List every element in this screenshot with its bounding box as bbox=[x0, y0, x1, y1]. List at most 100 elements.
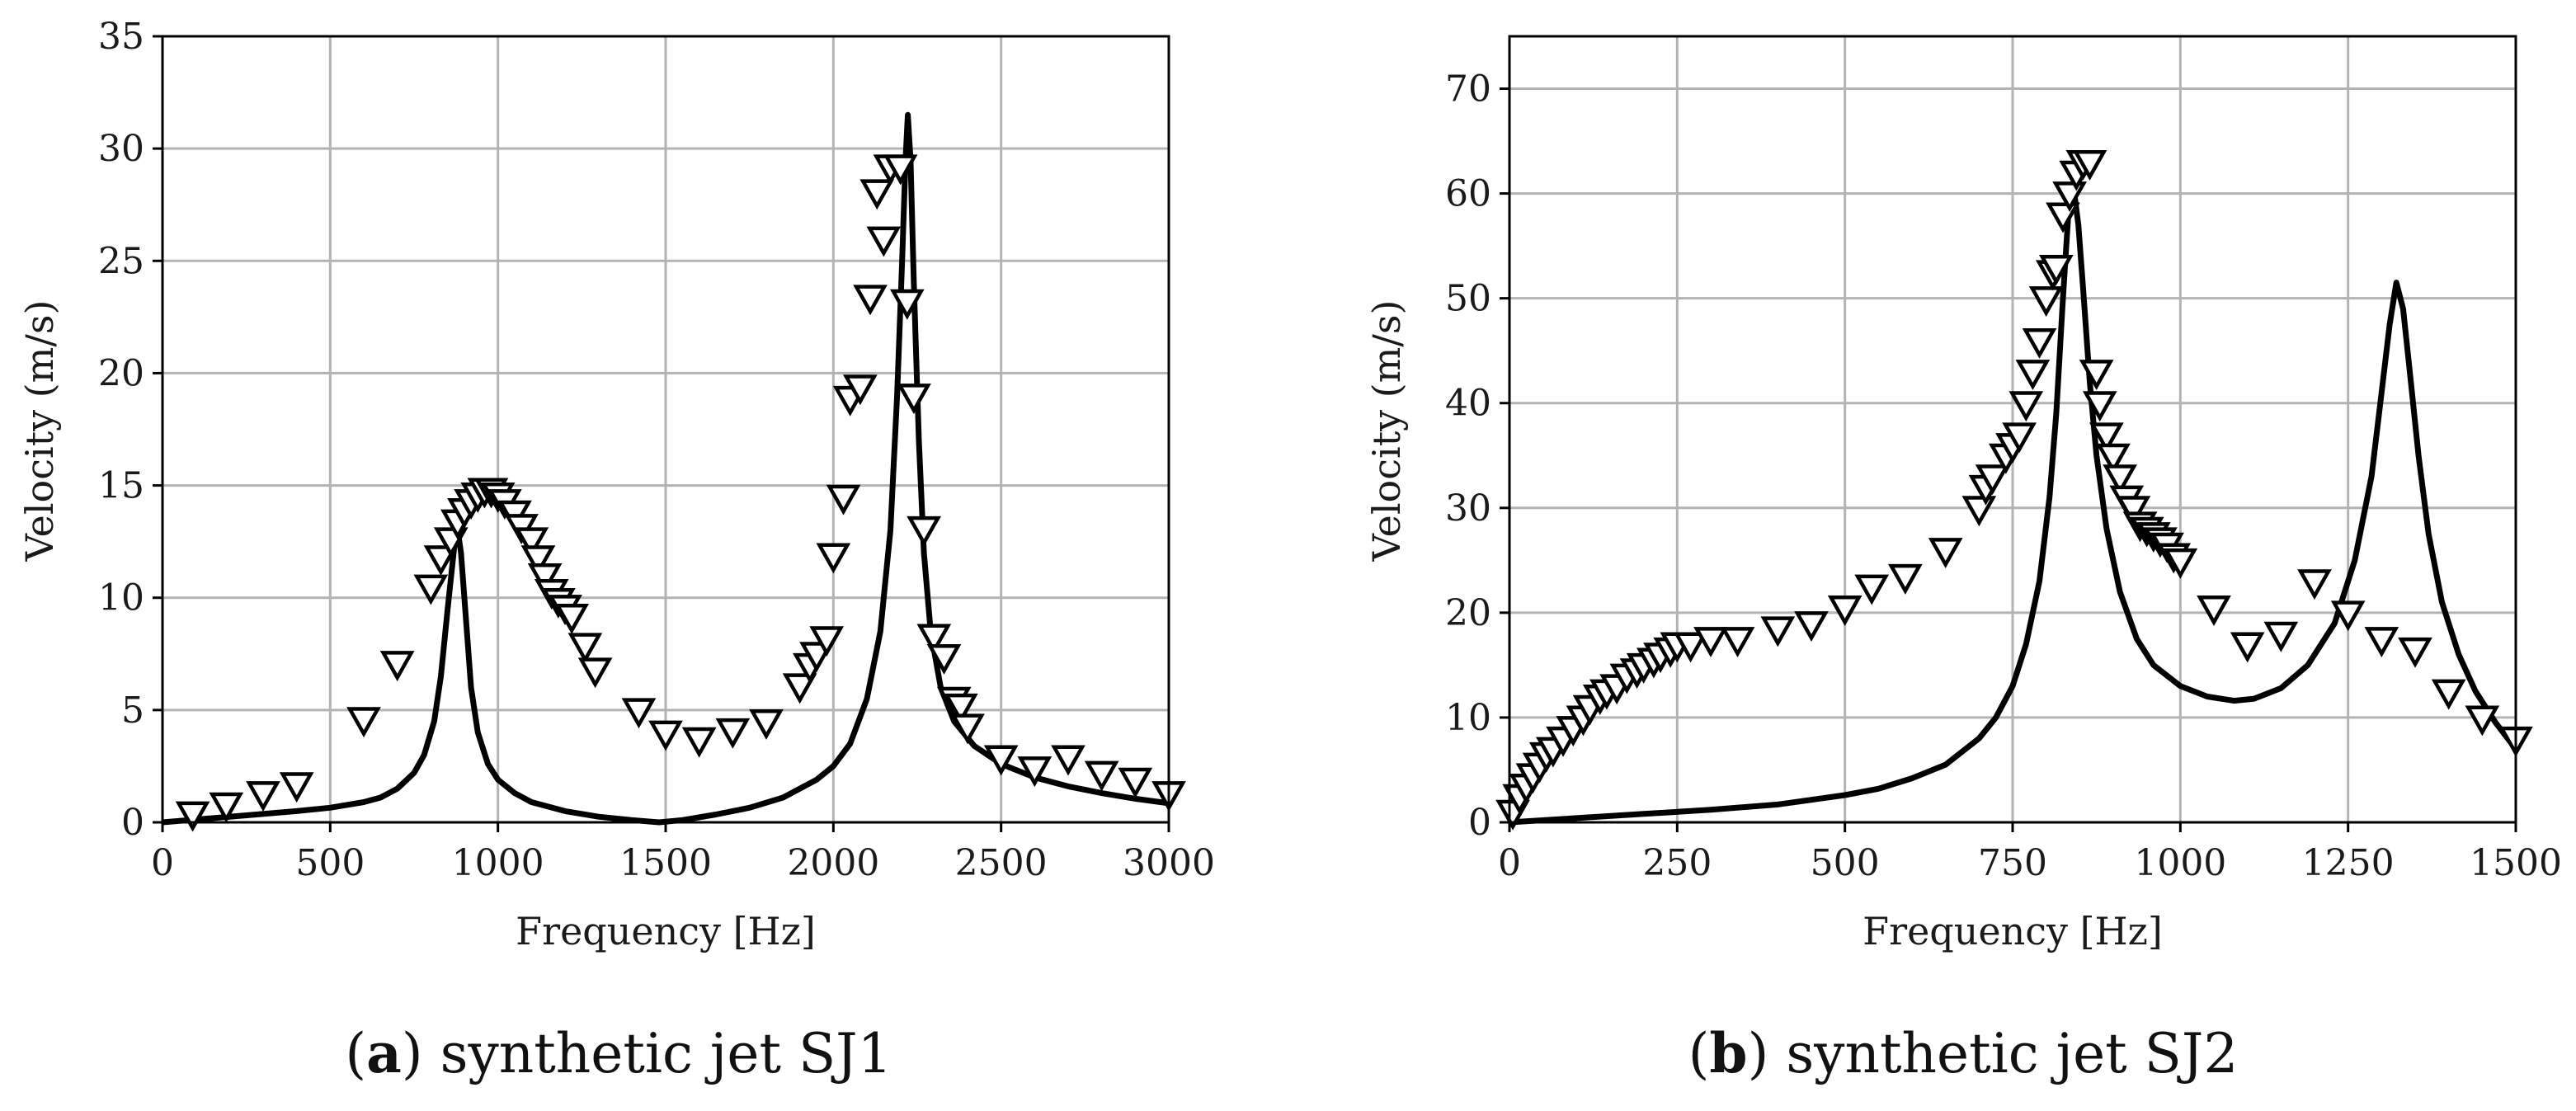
experiment-marker-a-3 bbox=[279, 772, 314, 803]
experiment-marker-a-37 bbox=[816, 543, 851, 574]
experiment-marker-b-32 bbox=[1975, 464, 2010, 496]
x-tick-label-a-2: 1000 bbox=[452, 842, 544, 884]
model-curve-b bbox=[1509, 180, 2518, 826]
x-tick-label-a-6: 3000 bbox=[1123, 842, 1215, 884]
x-tick-label-a-0: 0 bbox=[151, 842, 174, 884]
axes-border-b bbox=[1508, 35, 2517, 824]
experiment-marker-b-27 bbox=[1854, 574, 1890, 605]
experiment-marker-a-27 bbox=[577, 657, 613, 689]
experiment-marker-a-31 bbox=[715, 718, 751, 749]
y-ticks-a: 0 5 10 15 20 25 30 35 bbox=[98, 16, 162, 844]
experiment-marker-a-21 bbox=[527, 563, 563, 594]
x-ticks-b: 0 250 500 750 1000 1250 1500 bbox=[1498, 822, 2562, 884]
experiment-marker-b-51 bbox=[2103, 464, 2137, 496]
experiment-marker-a-36 bbox=[809, 626, 845, 657]
experiment-marker-b-68 bbox=[2431, 679, 2466, 710]
experiment-marker-a-25 bbox=[554, 604, 589, 634]
experiment-marker-a-38 bbox=[826, 484, 861, 515]
experiment-marker-b-61 bbox=[2197, 596, 2231, 626]
experiment-marker-a-1 bbox=[209, 792, 244, 823]
experiment-marker-a-49 bbox=[916, 624, 952, 655]
experiment-marker-a-52 bbox=[944, 693, 978, 724]
experiment-marker-b-25 bbox=[1794, 611, 1829, 642]
x-tick-label-b-3: 750 bbox=[1978, 842, 2047, 884]
y-tick-label-b-1: 10 bbox=[1445, 697, 1491, 739]
caption-letter-b: b bbox=[1709, 1021, 1747, 1085]
experiment-marker-a-26 bbox=[567, 633, 603, 664]
experiment-marker-a-50 bbox=[926, 644, 962, 675]
x-tick-label-b-0: 0 bbox=[1498, 842, 1521, 884]
experiment-marker-a-55 bbox=[1017, 756, 1053, 788]
model-series-b bbox=[1509, 180, 2518, 826]
y-axis-label-b: Velocity (m/s) bbox=[1364, 300, 1409, 563]
experiment-marker-a-54 bbox=[983, 745, 1019, 776]
experiment-marker-b-22 bbox=[1693, 627, 1728, 658]
experiment-marker-a-56 bbox=[1051, 745, 1085, 776]
experiment-marker-a-33 bbox=[782, 673, 817, 704]
experiment-marker-a-32 bbox=[749, 708, 784, 740]
x-axis-label-b: Frequency [Hz] bbox=[1863, 909, 2163, 953]
y-tick-label-b-4: 40 bbox=[1445, 383, 1491, 425]
experiment-marker-b-23 bbox=[1720, 627, 1755, 658]
experiment-marker-a-48 bbox=[907, 515, 941, 547]
experiment-marker-a-6 bbox=[413, 574, 449, 605]
x-tick-label-b-2: 500 bbox=[1811, 842, 1880, 884]
caption-a: (a) synthetic jet SJ1 bbox=[345, 1021, 892, 1085]
y-tick-label-a-6: 30 bbox=[98, 128, 144, 170]
experiment-marker-a-58 bbox=[1118, 767, 1153, 798]
experiment-marker-b-60 bbox=[2163, 548, 2198, 579]
x-tick-label-a-4: 2000 bbox=[787, 842, 879, 884]
experiment-marker-b-42 bbox=[2046, 202, 2080, 233]
experiment-marker-a-28 bbox=[621, 698, 657, 729]
experiment-series-b bbox=[1495, 149, 2533, 831]
experiment-marker-a-40 bbox=[843, 374, 878, 406]
chart-panel-b: 0 250 500 750 1000 1250 1500 0 10 20 30 40 50 60 70 F… bbox=[1364, 35, 2562, 1085]
experiment-marker-b-30 bbox=[1961, 496, 1997, 527]
experiment-series-a bbox=[175, 154, 1186, 832]
experiment-marker-a-5 bbox=[379, 651, 415, 682]
caption-text-b: synthetic jet SJ2 bbox=[1786, 1022, 2238, 1085]
y-tick-label-a-7: 35 bbox=[98, 16, 144, 58]
experiment-marker-a-0 bbox=[175, 801, 210, 832]
experiment-marker-a-43 bbox=[866, 226, 902, 257]
experiment-marker-b-50 bbox=[2096, 443, 2131, 474]
experiment-marker-b-28 bbox=[1888, 563, 1923, 595]
chart-panel-a: 0 500 1000 1500 2000 2500 3000 05101520253035 … bbox=[17, 16, 1215, 1085]
experiment-marker-b-53 bbox=[2116, 496, 2151, 527]
experiment-marker-b-37 bbox=[2015, 360, 2051, 391]
experiment-marker-a-19 bbox=[514, 527, 549, 558]
y-tick-label-a-5: 25 bbox=[98, 240, 144, 282]
y-ticks-b: 0 10 20 30 40 50 60 70 bbox=[1445, 68, 1509, 844]
y-tick-label-a-4: 20 bbox=[98, 352, 144, 394]
experiment-marker-a-53 bbox=[950, 713, 985, 745]
y-tick-label-a-2: 10 bbox=[98, 577, 144, 619]
experiment-marker-b-46 bbox=[2072, 149, 2107, 181]
x-axis-label-a: Frequency [Hz] bbox=[516, 909, 816, 953]
y-axis-label-a: Velocity (m/s) bbox=[17, 300, 62, 563]
experiment-marker-b-67 bbox=[2398, 637, 2432, 668]
experiment-marker-a-47 bbox=[897, 384, 931, 415]
x-tick-label-a-5: 2500 bbox=[955, 842, 1048, 884]
y-tick-label-a-3: 15 bbox=[98, 465, 144, 507]
experiment-marker-a-42 bbox=[859, 179, 895, 210]
y-tick-label-b-6: 60 bbox=[1445, 173, 1491, 215]
experiment-marker-b-47 bbox=[2079, 360, 2114, 391]
caption-letter-a: a bbox=[366, 1021, 402, 1085]
x-tick-label-b-1: 250 bbox=[1642, 842, 1712, 884]
experiment-marker-a-29 bbox=[648, 720, 683, 751]
experiment-marker-b-63 bbox=[2263, 621, 2299, 652]
grid-a bbox=[161, 35, 1170, 824]
experiment-marker-b-65 bbox=[2330, 600, 2366, 632]
x-tick-label-a-3: 1500 bbox=[619, 842, 712, 884]
experiment-marker-a-46 bbox=[889, 289, 925, 320]
y-tick-label-b-3: 30 bbox=[1445, 487, 1491, 530]
x-ticks-a: 0 500 1000 1500 2000 2500 3000 bbox=[151, 822, 1215, 884]
x-tick-label-b-5: 1250 bbox=[2302, 842, 2395, 884]
caption-text-a: synthetic jet SJ1 bbox=[440, 1022, 892, 1085]
experiment-marker-b-69 bbox=[2465, 705, 2500, 737]
experiment-marker-b-66 bbox=[2364, 627, 2399, 658]
experiment-marker-b-49 bbox=[2089, 422, 2124, 454]
experiment-marker-b-64 bbox=[2297, 569, 2332, 600]
y-tick-label-b-5: 50 bbox=[1445, 278, 1491, 320]
